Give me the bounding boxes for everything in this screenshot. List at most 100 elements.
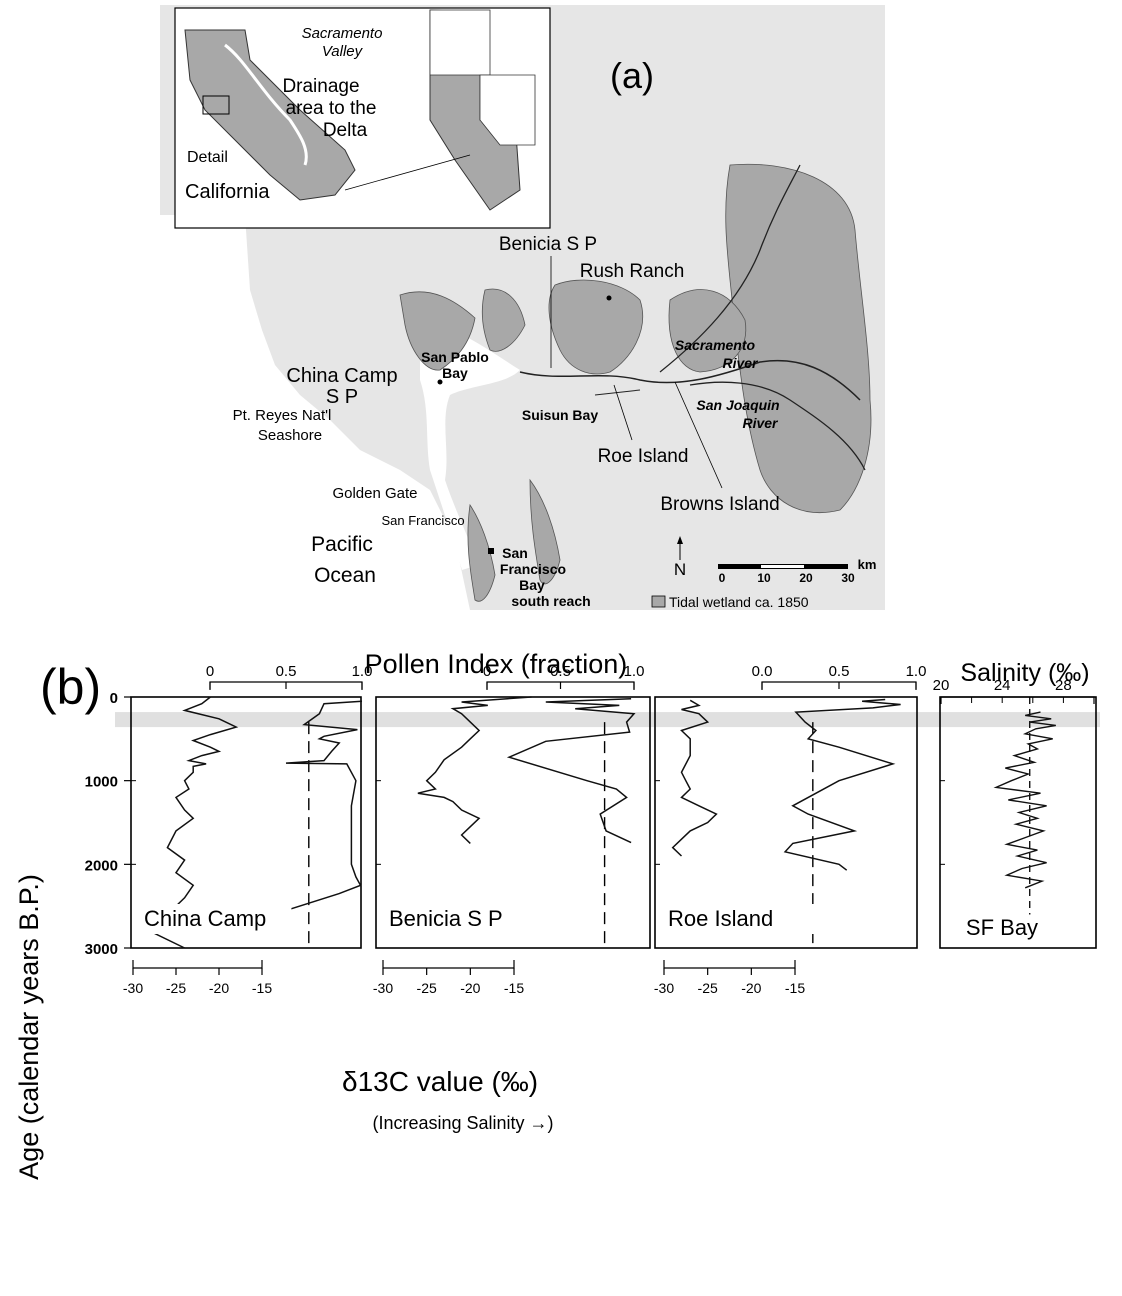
place-label: Rush Ranch bbox=[580, 261, 685, 282]
pollen-axis: 0 0.5 1.0 bbox=[483, 663, 645, 690]
scale-ticks: 0 10 20 30 bbox=[719, 571, 855, 585]
pollen-tick-label: 0.5 bbox=[276, 663, 297, 680]
d13c-axis-line bbox=[382, 960, 515, 969]
sf-bay-marker bbox=[488, 548, 494, 554]
nevada-idaho bbox=[479, 74, 536, 146]
pollen-tick-label: 0.0 bbox=[752, 663, 773, 680]
salinity-panel: Salinity (‰) 20 24 28 SF Bay bbox=[933, 659, 1097, 949]
inset-connector bbox=[344, 154, 471, 191]
north-arrow-head bbox=[677, 536, 683, 544]
d13c-tick-label: -20 bbox=[209, 980, 229, 996]
place-label: Bay bbox=[519, 577, 545, 593]
place-label: Francisco bbox=[500, 561, 566, 577]
site-panel: 0 0.5 1.0 -30 -25 -20 -15 Benicia S P bbox=[373, 663, 651, 996]
site-name: China Camp bbox=[144, 906, 266, 931]
inset-label: area to the bbox=[286, 98, 377, 119]
scale-tick-label: 20 bbox=[799, 571, 813, 585]
d13c-axis-line bbox=[663, 960, 796, 969]
site-panel-frame bbox=[375, 696, 651, 949]
site-label-bg bbox=[135, 904, 292, 934]
panel-label-a: (a) bbox=[610, 55, 654, 96]
bay-water bbox=[420, 327, 520, 570]
rush-ranch-marker bbox=[606, 295, 612, 301]
pollen-series-line bbox=[783, 698, 901, 871]
detail-box bbox=[202, 95, 230, 115]
legend-swatch bbox=[651, 595, 666, 608]
legend-text: Tidal wetland ca. 1850 bbox=[669, 594, 809, 610]
site-panel-frame bbox=[130, 696, 362, 949]
y-tick-label: 1000 bbox=[85, 774, 118, 791]
inset-label: Detail bbox=[187, 149, 228, 166]
pollen-tick-label: 0.5 bbox=[550, 663, 571, 680]
d13c-axis: -30 -25 -20 -15 bbox=[373, 960, 524, 996]
pollen-tick-label: 1.0 bbox=[624, 663, 645, 680]
inset-label: Drainage bbox=[282, 76, 359, 97]
scale-tick-label: 10 bbox=[757, 571, 771, 585]
salinity-tick-label: 28 bbox=[1055, 677, 1072, 694]
d13c-series-line bbox=[417, 696, 532, 844]
place-label: Benicia S P bbox=[499, 234, 597, 255]
place-label: Pacific bbox=[311, 533, 373, 556]
pollen-tick-label: 0 bbox=[206, 663, 214, 680]
chart-title: Pollen Index (fraction) bbox=[365, 649, 628, 679]
d13c-series-line bbox=[148, 696, 239, 949]
browns-island-leader bbox=[674, 381, 723, 489]
china-camp-marker bbox=[437, 379, 443, 385]
scale-tick-label: 30 bbox=[841, 571, 855, 585]
north-label: N bbox=[674, 560, 686, 579]
site-name: Benicia S P bbox=[389, 906, 503, 931]
pollen-tick-label: 0 bbox=[483, 663, 491, 680]
scale-unit: km bbox=[858, 557, 877, 572]
d13c-axis: -30 -25 -20 -15 bbox=[123, 960, 272, 996]
inset-label: Delta bbox=[323, 120, 368, 141]
d13c-tick-label: -25 bbox=[698, 980, 718, 996]
place-label: San bbox=[502, 545, 528, 561]
salinity-axis-label: Salinity (‰) bbox=[960, 659, 1089, 687]
d13c-tick-label: -25 bbox=[417, 980, 437, 996]
oregon-washington bbox=[429, 9, 491, 76]
d13c-tick-label: -30 bbox=[373, 980, 393, 996]
place-label: Sacramento bbox=[675, 337, 756, 353]
y-tick-label: 0 bbox=[110, 690, 118, 707]
place-label: Golden Gate bbox=[332, 485, 417, 502]
pollen-axis: 0 0.5 1.0 bbox=[206, 663, 373, 690]
sacramento-san-joaquin-river bbox=[519, 359, 861, 401]
place-label: San Francisco bbox=[381, 513, 464, 528]
sacramento-river bbox=[659, 164, 801, 373]
site-panel: 0.0 0.5 1.0 -30 -25 -20 -15 Roe Island bbox=[654, 663, 927, 996]
salinity-axis-line bbox=[940, 696, 1095, 704]
site-name: Roe Island bbox=[668, 906, 773, 931]
inset-label: California bbox=[185, 181, 270, 203]
pollen-tick-label: 1.0 bbox=[352, 663, 373, 680]
place-label: San Pablo bbox=[421, 349, 489, 365]
wetland-south-bay bbox=[467, 503, 496, 602]
shaded-band-group bbox=[115, 712, 1100, 728]
chart-panel: Pollen Index (fraction) (b) Age (calendar … bbox=[14, 649, 1100, 1180]
d13c-tick-label: -25 bbox=[166, 980, 186, 996]
wetland-san-pablo bbox=[399, 291, 476, 371]
roe-island-leader bbox=[613, 384, 633, 441]
place-label: south reach bbox=[511, 593, 590, 609]
d13c-tick-label: -15 bbox=[252, 980, 272, 996]
d13c-axis-line bbox=[132, 960, 263, 969]
site-label-bg bbox=[659, 904, 838, 934]
panel-label-b: (b) bbox=[40, 659, 101, 715]
wetland-south-bay-east bbox=[529, 478, 561, 585]
salinity-panel-name: SF Bay bbox=[966, 915, 1038, 940]
inset-label: Sacramento bbox=[302, 25, 383, 42]
place-label: Pt. Reyes Nat'l bbox=[233, 407, 332, 424]
place-label: Bay bbox=[442, 365, 468, 381]
site-panel-frame bbox=[654, 696, 918, 949]
d13c-tick-label: -15 bbox=[504, 980, 524, 996]
pollen-series-line bbox=[506, 697, 636, 844]
d13c-tick-label: -30 bbox=[654, 980, 674, 996]
pollen-axis: 0.0 0.5 1.0 bbox=[752, 663, 926, 690]
california-inset-shape bbox=[184, 29, 356, 201]
d13c-axis-note: (Increasing Salinity →) bbox=[372, 1113, 553, 1133]
place-label: Suisun Bay bbox=[522, 407, 598, 423]
salinity-tick-label: 24 bbox=[994, 677, 1011, 694]
scale-tick-label: 0 bbox=[719, 571, 726, 585]
ocean bbox=[160, 215, 470, 610]
